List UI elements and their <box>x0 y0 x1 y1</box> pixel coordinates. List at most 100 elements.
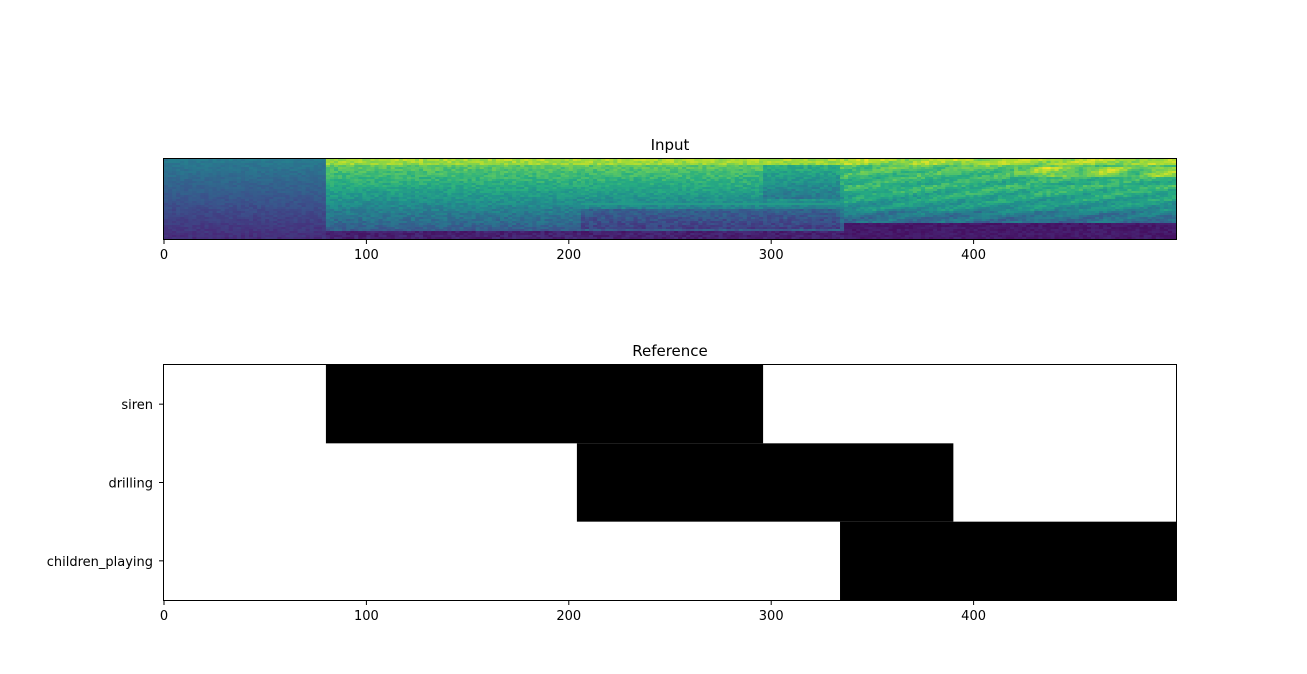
spectrogram-cell <box>491 185 497 188</box>
spectrogram-cell <box>228 205 234 208</box>
spectrogram-cell <box>208 183 214 186</box>
spectrogram-cell <box>228 199 234 202</box>
spectrogram-cell <box>544 167 550 170</box>
spectrogram-cell <box>467 221 473 224</box>
spectrogram-cell <box>374 221 380 224</box>
spectrogram-cell <box>228 185 234 188</box>
spectrogram-cell <box>459 207 465 210</box>
spectrogram-cell <box>504 207 509 210</box>
spectrogram-cell <box>244 181 250 184</box>
spectrogram-cell <box>540 223 546 226</box>
spectrogram-cell <box>366 215 372 218</box>
spectrogram-cell <box>576 169 582 172</box>
spectrogram-cell <box>386 167 392 170</box>
spectrogram-cell <box>269 191 274 194</box>
spectrogram-cell <box>285 163 291 166</box>
spectrogram-cell <box>580 169 586 172</box>
spectrogram-cell <box>580 197 586 200</box>
spectrogram-cell <box>325 213 331 216</box>
spectrogram-cell <box>443 231 448 234</box>
spectrogram-cell <box>516 205 521 208</box>
spectrogram-cell <box>552 211 558 214</box>
spectrogram-cell <box>232 225 238 228</box>
spectrogram-cell <box>293 199 299 202</box>
spectrogram-cell <box>548 217 554 220</box>
spectrogram-cell <box>192 179 197 182</box>
spectrogram-cell <box>419 201 424 204</box>
spectrogram-cell <box>431 209 436 212</box>
spectrogram-cell <box>176 219 181 222</box>
spectrogram-cell <box>346 221 351 224</box>
spectrogram-cell <box>257 187 262 190</box>
spectrogram-cell <box>524 173 529 176</box>
spectrogram-cell <box>358 233 363 236</box>
spectrogram-cell <box>176 233 181 236</box>
spectrogram-cell <box>257 209 262 212</box>
spectrogram-cell <box>394 169 400 172</box>
spectrogram-cell <box>520 183 525 186</box>
spectrogram-cell <box>536 221 542 224</box>
spectrogram-cell <box>487 223 493 226</box>
spectrogram-cell <box>443 195 448 198</box>
spectrogram-cell <box>212 219 218 222</box>
spectrogram-cell <box>431 179 436 182</box>
spectrogram-cell <box>512 193 517 196</box>
spectrogram-cell <box>463 181 469 184</box>
spectrogram-cell <box>236 177 242 180</box>
spectrogram-cell <box>188 231 193 234</box>
spectrogram-cell <box>325 187 331 190</box>
spectrogram-cell <box>431 201 436 204</box>
spectrogram-cell <box>419 197 424 200</box>
spectrogram-cell <box>192 215 197 218</box>
spectrogram-cell <box>204 197 210 200</box>
spectrogram-cell <box>305 235 311 238</box>
spectrogram-cell <box>451 165 457 168</box>
spectrogram-cell <box>394 229 400 232</box>
spectrogram-cell <box>346 191 351 194</box>
spectrogram-cell <box>358 207 363 210</box>
spectrogram-cell <box>188 161 193 164</box>
spectrogram-cell <box>216 237 222 240</box>
spectrogram-cell <box>220 171 226 174</box>
spectrogram-cell <box>589 175 594 178</box>
spectrogram-cell <box>273 225 278 228</box>
spectrogram-cell <box>560 165 566 168</box>
spectrogram-cell <box>589 201 594 204</box>
spectrogram-cell <box>358 179 363 182</box>
spectrogram-cell <box>487 191 493 194</box>
spectrogram-cell <box>350 215 355 218</box>
spectrogram-cell <box>301 191 307 194</box>
spectrogram-cell <box>382 205 388 208</box>
spectrogram-cell <box>354 207 359 210</box>
spectrogram-cell <box>338 179 343 182</box>
spectrogram-cell <box>540 185 546 188</box>
spectrogram-cell <box>228 217 234 220</box>
spectrogram-cell <box>427 203 432 206</box>
spectrogram-cell <box>528 211 533 214</box>
spectrogram-cell <box>366 173 372 176</box>
spectrogram-cell <box>443 225 448 228</box>
spectrogram-cell <box>475 207 481 210</box>
spectrogram-cell <box>495 199 501 202</box>
spectrogram-cell <box>536 213 542 216</box>
spectrogram-cell <box>232 207 238 210</box>
spectrogram-cell <box>236 203 242 206</box>
spectrogram-cell <box>443 185 448 188</box>
spectrogram-cell <box>317 223 323 226</box>
spectrogram-cell <box>532 215 538 218</box>
spectrogram-cell <box>346 197 351 200</box>
spectrogram-cell <box>508 215 513 218</box>
spectrogram-cell <box>342 189 347 192</box>
spectrogram-cell <box>431 213 436 216</box>
spectrogram-cell <box>228 175 234 178</box>
spectrogram-cell <box>520 229 525 232</box>
spectrogram-cell <box>329 187 335 190</box>
spectrogram-cell <box>463 217 469 220</box>
spectrogram-cell <box>584 237 590 240</box>
spectrogram-cell <box>398 177 404 180</box>
spectrogram-cell <box>261 237 266 240</box>
spectrogram-cell <box>240 161 246 164</box>
spectrogram-cell <box>459 237 465 240</box>
spectrogram-cell <box>516 229 521 232</box>
spectrogram-cell <box>374 213 380 216</box>
